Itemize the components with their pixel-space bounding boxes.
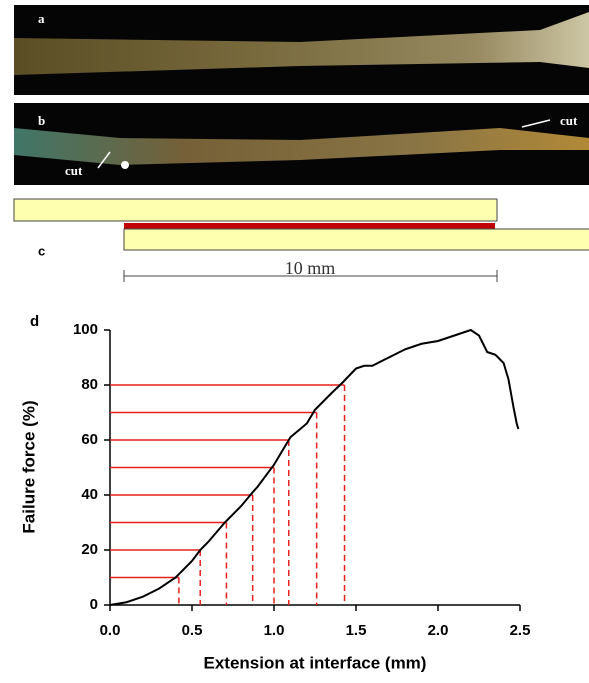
annotation: cut bbox=[65, 163, 83, 178]
panel-label: b bbox=[38, 113, 45, 128]
panel-b-photo bbox=[14, 103, 589, 185]
curve bbox=[109, 328, 520, 606]
x-tick-label: 1.5 bbox=[346, 622, 367, 639]
panel-c-diagram bbox=[13, 198, 589, 282]
panel-label: a bbox=[38, 11, 45, 26]
panel-label: d bbox=[30, 313, 39, 330]
scale-label: 10 mm bbox=[285, 258, 336, 278]
y-tick-label: 40 bbox=[81, 486, 98, 503]
x-tick-label: 2.5 bbox=[510, 622, 531, 639]
x-tick-label: 0.0 bbox=[100, 622, 121, 639]
y-tick-label: 60 bbox=[81, 431, 98, 448]
annotation: cut bbox=[560, 113, 578, 128]
y-tick-label: 80 bbox=[81, 376, 98, 393]
y-tick-label: 20 bbox=[81, 541, 98, 558]
panel-label: c bbox=[38, 243, 45, 258]
x-tick-label: 2.0 bbox=[428, 622, 449, 639]
panel-a-photo bbox=[14, 5, 589, 95]
y-tick-label: 100 bbox=[73, 321, 98, 338]
x-tick-label: 0.5 bbox=[182, 622, 203, 639]
x-tick-label: 1.0 bbox=[264, 622, 285, 639]
y-axis-title: Failure force (%) bbox=[19, 400, 38, 533]
y-tick-label: 0 bbox=[90, 596, 98, 613]
x-axis-title: Extension at interface (mm) bbox=[204, 653, 427, 672]
